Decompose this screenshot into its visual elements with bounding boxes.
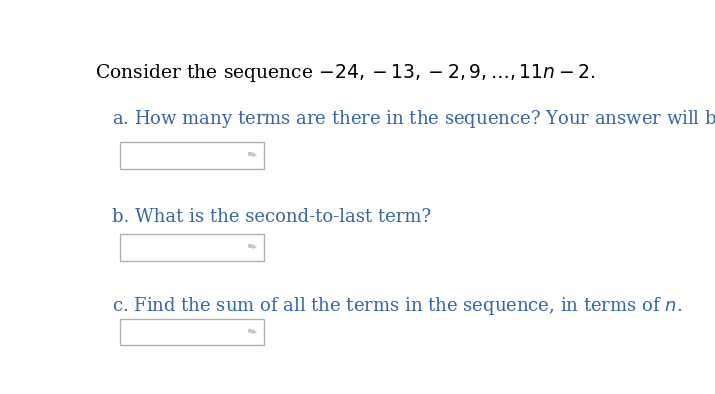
Bar xyxy=(120,234,264,261)
Bar xyxy=(120,142,264,169)
Text: ✏: ✏ xyxy=(246,242,257,254)
Text: ✏: ✏ xyxy=(246,326,257,338)
Text: c. Find the sum of all the terms in the sequence, in terms of $\mathbf{\mathit{n: c. Find the sum of all the terms in the … xyxy=(112,295,682,316)
Text: ✏: ✏ xyxy=(246,149,257,161)
Text: Consider the sequence $-24, -13, -2, 9, \ldots, 11n - 2.$: Consider the sequence $-24, -13, -2, 9, … xyxy=(95,63,595,84)
Text: b. What is the second-to-last term?: b. What is the second-to-last term? xyxy=(112,208,430,226)
Text: a. How many terms are there in the sequence? Your answer will be in terms of $\m: a. How many terms are there in the seque… xyxy=(112,108,715,130)
Bar xyxy=(120,318,264,345)
